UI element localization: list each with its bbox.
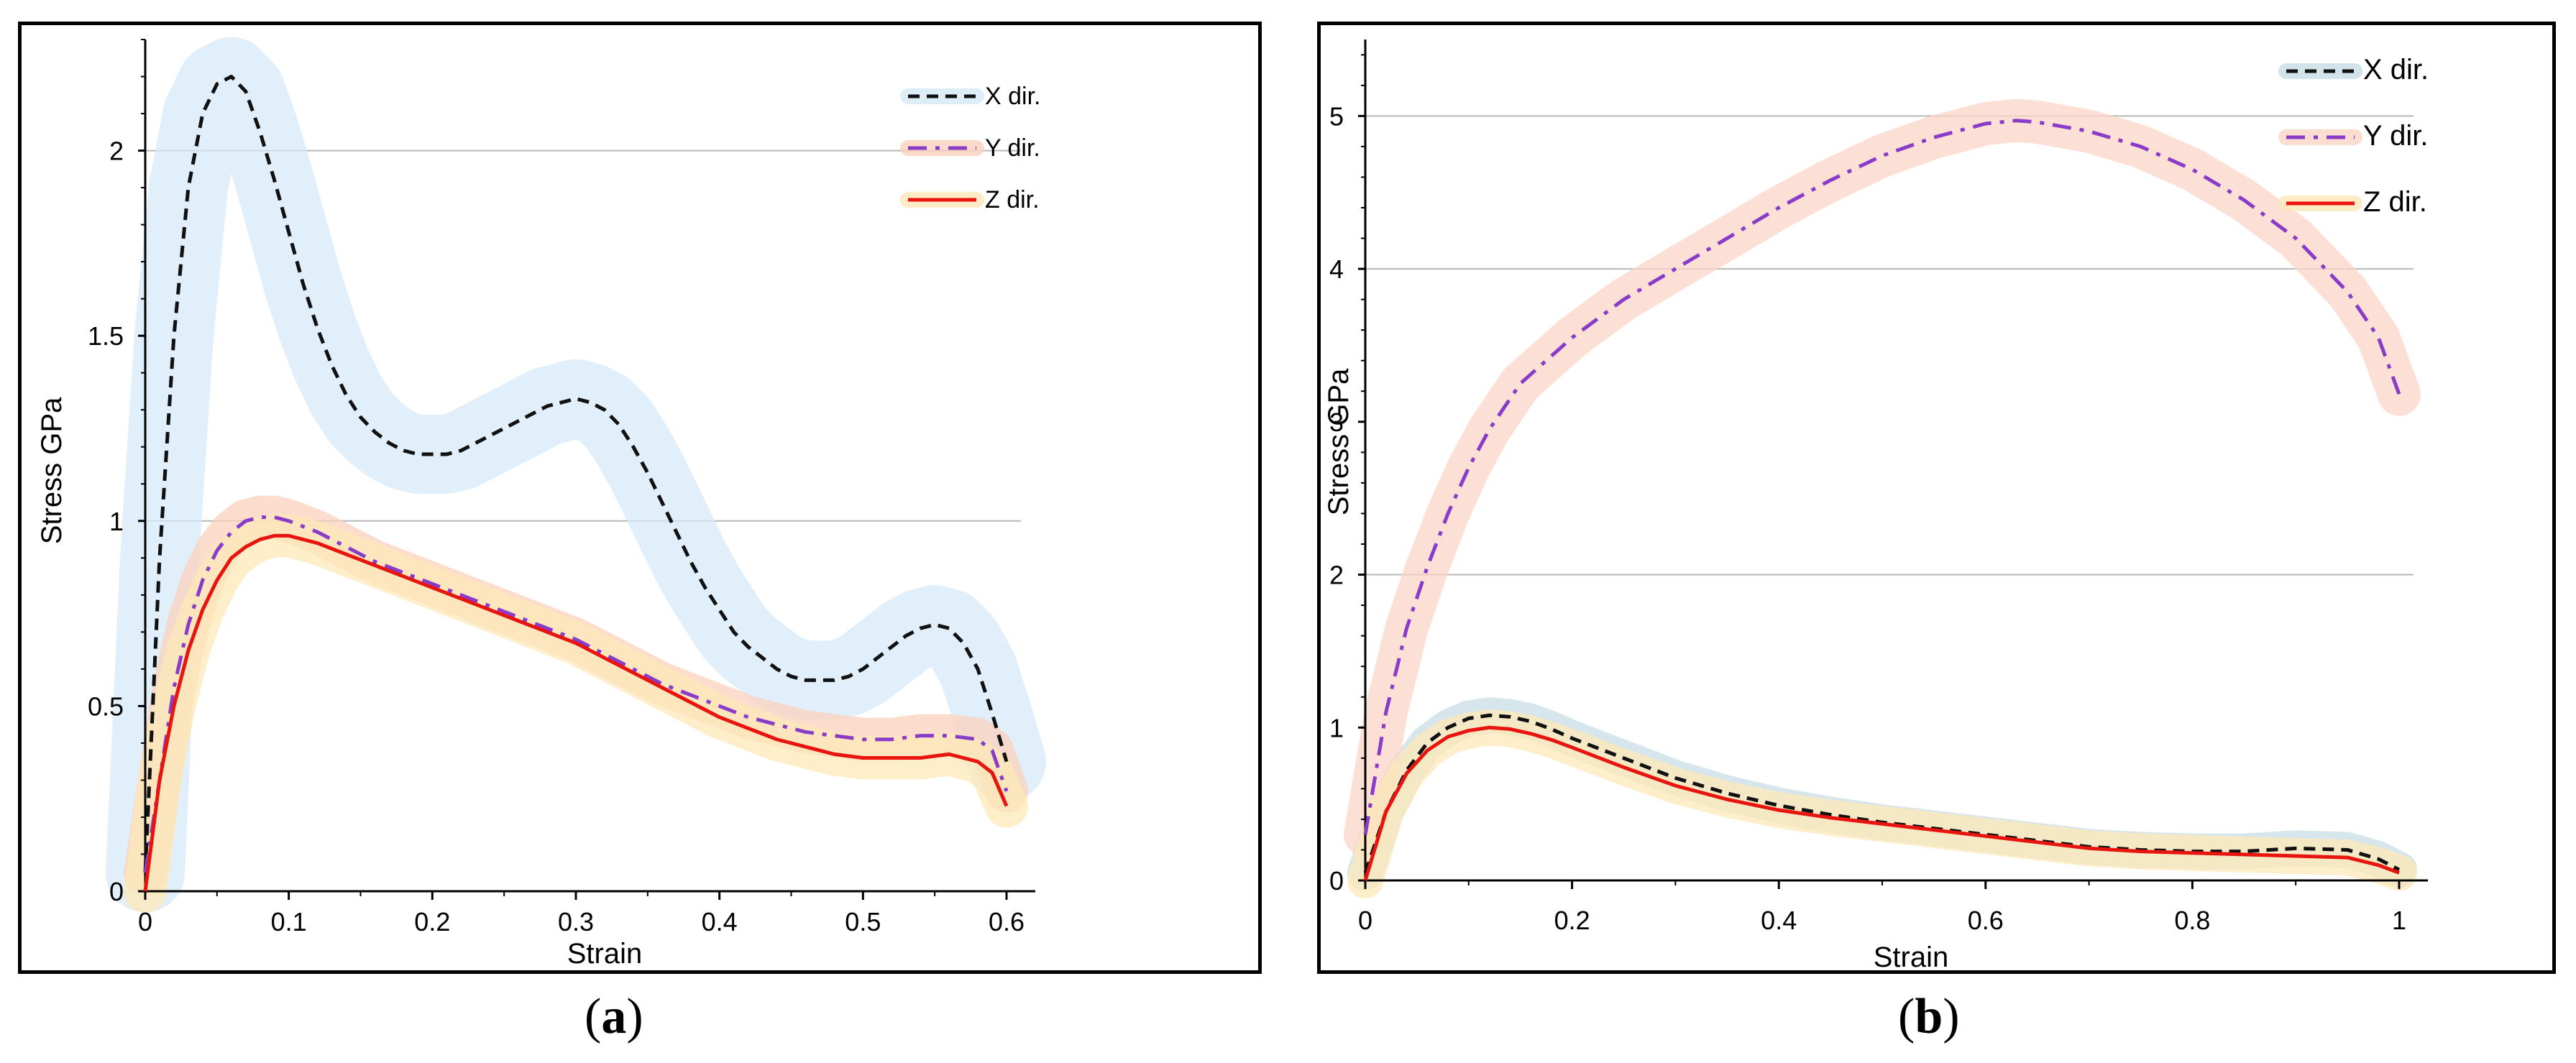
chart-a-legend-label: Y dir. [985, 134, 1040, 162]
chart-b-legend-label: X dir. [2363, 54, 2429, 86]
chart-b-ytick-label: 2 [1329, 561, 1344, 590]
chart-a-legend-label: X dir. [985, 83, 1040, 110]
caption-a-letter: a [601, 989, 627, 1044]
chart-a-xtick-label: 0.1 [271, 907, 307, 937]
chart-a-series-line-2 [143, 533, 1009, 892]
chart-a-xtick-label: 0.5 [845, 907, 881, 937]
chart-b-xtick-label: 0.4 [1761, 906, 1797, 935]
chart-b-legend-label: Z dir. [2363, 186, 2427, 218]
chart-b-xtick-label: 0 [1358, 906, 1372, 935]
chart-a-legend-label: Z dir. [985, 186, 1040, 213]
caption-a: (a) [585, 989, 643, 1044]
chart-b-xtick-label: 1 [2392, 906, 2406, 935]
chart-a-xtick-label: 0.2 [414, 907, 450, 937]
chart-b-legend-label: Y dir. [2363, 120, 2428, 152]
chart-panel-b: 0 0.2 0.4 0.6 0.8 1 0 1 2 3 4 5 Strain Stress GPa X di… [1317, 22, 2556, 974]
chart-b-ylabel: Stress GPa [1323, 368, 1355, 515]
chart-b-series-line-0 [1363, 713, 2401, 874]
chart-a-ytick-label: 1 [109, 507, 124, 536]
chart-b-xtick-label: 0.2 [1554, 906, 1590, 935]
chart-a-xtick-label: 0.3 [558, 907, 594, 937]
chart-a-ytick-label: 2 [109, 137, 124, 166]
chart-a-xtick-label: 0.4 [702, 907, 738, 937]
chart-b-ytick-label: 5 [1329, 101, 1344, 131]
chart-panel-a: 0 0.1 0.2 0.3 0.4 0.5 0.6 0 0.5 1 1.5 2 Strain Stress… [18, 22, 1262, 974]
chart-a-band-2 [124, 514, 1028, 913]
chart-a-xlabel: Strain [567, 938, 643, 970]
caption-b: (b) [1898, 989, 1960, 1044]
chart-b-xtick-label: 0.6 [1968, 906, 2004, 935]
chart-a-ytick-label: 0 [109, 877, 124, 906]
chart-a-series-line-1 [143, 515, 1009, 873]
chart-a-ytick-label: 0.5 [88, 691, 124, 721]
chart-b-series-line-1 [1363, 119, 2401, 835]
chart-a-xtick-label: 0 [138, 907, 152, 937]
chart-b-svg: 0 0.2 0.4 0.6 0.8 1 0 1 2 3 4 5 Strain Stress GPa X di… [1323, 40, 2429, 970]
chart-a-ylabel: Stress GPa [36, 397, 68, 544]
chart-a-xtick-label: 0.6 [989, 907, 1025, 937]
caption-b-letter: b [1915, 989, 1943, 1044]
chart-b-xtick-label: 0.8 [2174, 906, 2210, 935]
chart-a-svg: 0 0.1 0.2 0.3 0.4 0.5 0.6 0 0.5 1 1.5 2 Strain Stress… [36, 37, 1046, 970]
chart-b-ytick-label: 0 [1329, 866, 1344, 896]
chart-b-ytick-label: 3 [1329, 408, 1344, 437]
chart-a-series-line-0 [143, 75, 1009, 873]
chart-b-xlabel: Strain [1874, 942, 1949, 970]
chart-b-ytick-label: 1 [1329, 713, 1344, 742]
chart-b-series-line-2 [1363, 725, 2400, 881]
chart-a-ytick-label: 1.5 [88, 321, 124, 351]
chart-b-ytick-label: 4 [1329, 254, 1344, 284]
chart-b-band-2 [1347, 709, 2417, 898]
